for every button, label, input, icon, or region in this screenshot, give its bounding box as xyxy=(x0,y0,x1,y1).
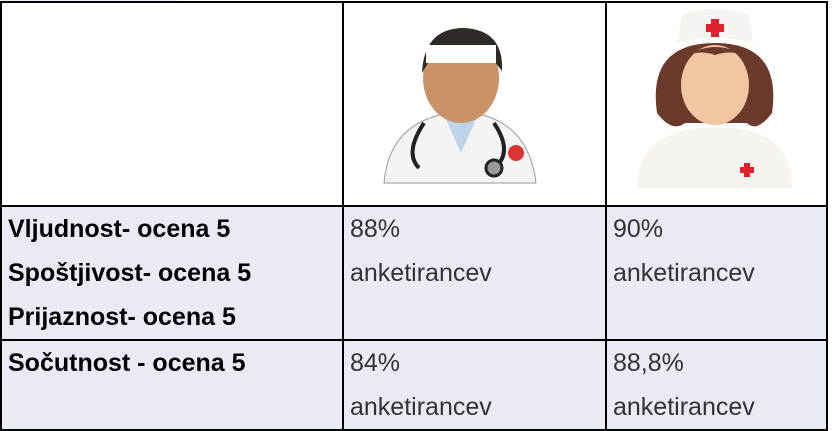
cell-text: anketirancev xyxy=(613,259,755,287)
image-cell xyxy=(342,1,607,207)
cell-text: Sočutnost - ocena 5 xyxy=(8,349,246,377)
cell-text: 84% xyxy=(350,349,401,377)
cell-text: 88,8% xyxy=(613,349,684,377)
row-label: Vljudnost- ocena 5 Spoštjivost- ocena 5 Pr… xyxy=(0,205,344,341)
value-cell: 84% anketirancev xyxy=(342,339,607,431)
cell-text: anketirancev xyxy=(350,259,492,287)
data-row: Sočutnost - ocena 5 84% anketirancev 88,8% a… xyxy=(0,339,828,431)
cell-text: 88% xyxy=(350,215,401,243)
cell-text: Vljudnost- ocena 5 xyxy=(8,215,231,243)
cell-text: anketirancev xyxy=(613,393,755,421)
row-label: Sočutnost - ocena 5 xyxy=(0,339,344,431)
cell-text: 90% xyxy=(613,215,664,243)
data-row: Vljudnost- ocena 5 Spoštjivost- ocena 5 Pr… xyxy=(0,205,828,341)
value-cell: 88,8% anketirancev xyxy=(605,339,828,431)
image-cell xyxy=(605,1,828,207)
value-cell: 88% anketirancev xyxy=(342,205,607,341)
cell-text: Prijaznost- ocena 5 xyxy=(8,303,236,331)
nurse-icon xyxy=(637,9,792,188)
cell-text: Spoštjivost- ocena 5 xyxy=(8,259,252,287)
doctor-icon xyxy=(362,13,540,189)
cell-text: anketirancev xyxy=(350,393,492,421)
value-cell: 90% anketirancev xyxy=(605,205,828,341)
empty-cell xyxy=(0,1,344,207)
header-row xyxy=(0,1,828,207)
